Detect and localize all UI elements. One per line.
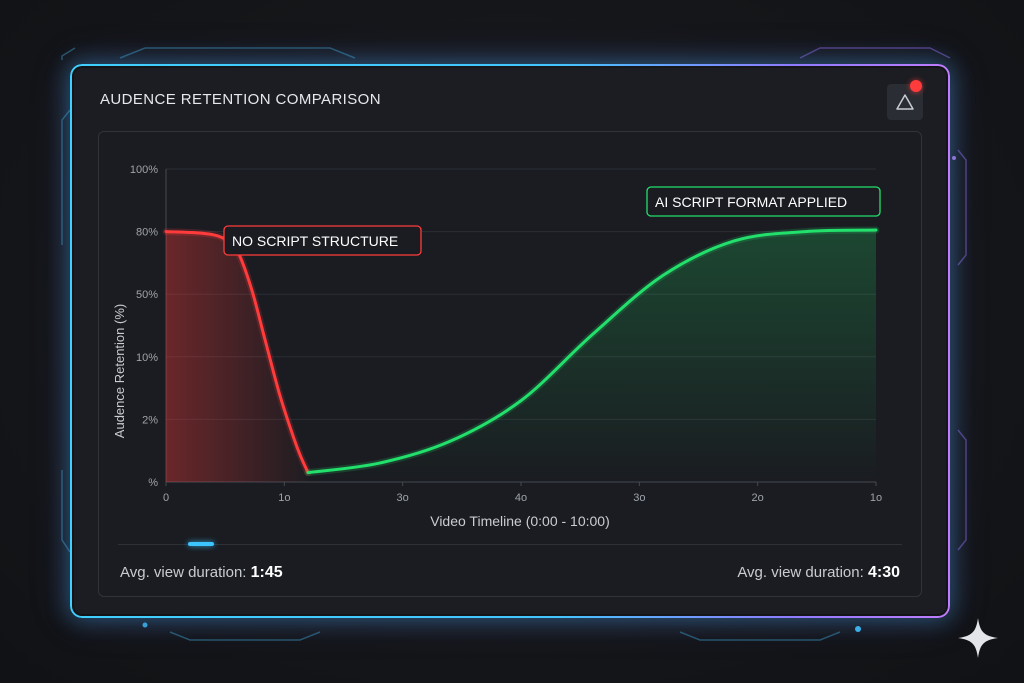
sparkle-icon [958, 618, 998, 658]
avg-view-label-left: Avg. view duration: [120, 564, 247, 581]
x-tick-label: 2o [752, 492, 764, 504]
alert-button[interactable] [887, 84, 923, 120]
y-tick-label: 50% [136, 289, 158, 301]
avg-view-value-left: 1:45 [250, 564, 283, 581]
ai-script-area [308, 230, 876, 482]
warning-triangle-icon [896, 94, 914, 110]
x-axis-label: Video Timeline (0:00 - 10:00) [430, 513, 610, 529]
y-tick-label: 10% [136, 352, 158, 364]
avg-view-label-right: Avg. view duration: [737, 564, 864, 581]
panel-title: AUDENCE RETENTION COMPARISON [100, 91, 381, 108]
x-tick-label: 0 [163, 492, 169, 504]
y-tick-label: 2% [142, 414, 158, 426]
y-tick-label: 100% [130, 164, 158, 176]
avg-view-duration-after: Avg. view duration: 4:30 [737, 564, 900, 582]
avg-view-value-right: 4:30 [867, 564, 900, 581]
x-tick-label: 4o [515, 492, 527, 504]
x-tick-label: 3o [397, 492, 409, 504]
ai-script-label: AI SCRIPT FORMAT APPLIED [655, 194, 847, 210]
scroll-indicator[interactable] [188, 542, 214, 546]
ai-script-line [306, 228, 878, 475]
notification-dot [910, 80, 922, 92]
footer-divider [118, 544, 902, 545]
avg-view-duration-before: Avg. view duration: 1:45 [120, 564, 283, 582]
x-tick-label: 1o [870, 492, 882, 504]
y-tick-label: % [148, 477, 158, 489]
no-script-line [164, 230, 310, 475]
x-tick-label: 1o [278, 492, 290, 504]
x-tick-label: 3o [633, 492, 645, 504]
no-script-label: NO SCRIPT STRUCTURE [232, 233, 398, 249]
no-script-annotation: NO SCRIPT STRUCTURE [223, 225, 422, 256]
y-tick-label: 80% [136, 227, 158, 239]
retention-chart: % 2% 10% 50% 80% 100% 0 1o 3o 4o 3o 2o 1o Audence Re… [112, 164, 882, 529]
no-script-area [166, 231, 308, 482]
y-axis-label: Audence Retention (%) [112, 304, 127, 438]
ai-script-annotation: AI SCRIPT FORMAT APPLIED [646, 186, 881, 217]
